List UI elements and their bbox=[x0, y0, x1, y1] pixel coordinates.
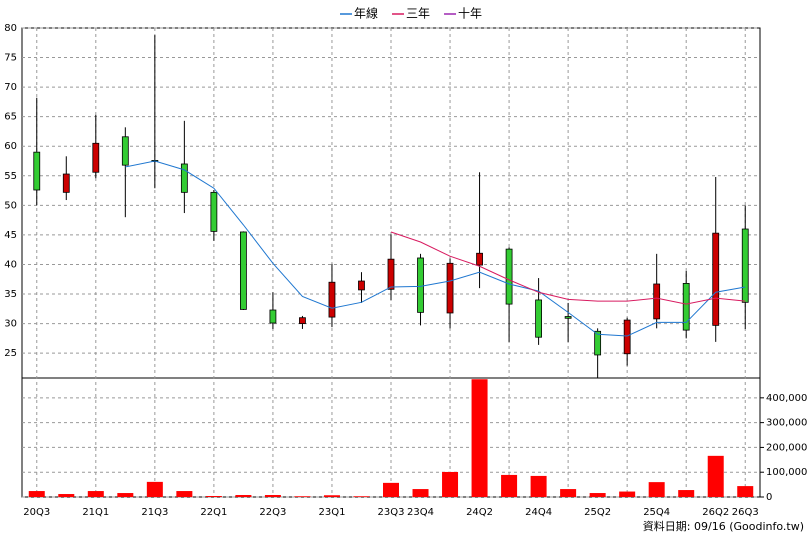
volume-bar bbox=[176, 491, 193, 497]
volume-bar bbox=[58, 494, 75, 497]
candle-body bbox=[33, 151, 41, 191]
volume-bar bbox=[294, 496, 311, 497]
candle-body bbox=[299, 317, 306, 325]
x-tick-label: 26Q3 bbox=[732, 507, 759, 518]
volume-bar bbox=[737, 486, 754, 497]
footer: 資料日期: 09/16 (Goodinfo.tw) bbox=[643, 519, 804, 533]
x-tick-label: 24Q4 bbox=[525, 507, 552, 518]
y-tick-label: 30 bbox=[4, 319, 17, 330]
x-tick-label: 23Q4 bbox=[407, 507, 434, 518]
candle-body bbox=[239, 231, 247, 310]
candle-body bbox=[121, 136, 129, 166]
x-tick-label: 20Q3 bbox=[23, 507, 50, 518]
y-tick-label: 70 bbox=[4, 82, 17, 93]
candle-body bbox=[476, 252, 483, 266]
legend-label: 十年 bbox=[458, 7, 482, 21]
candle-body bbox=[92, 142, 100, 173]
y-tick-label: 45 bbox=[4, 230, 17, 241]
y-tick-label: 35 bbox=[4, 289, 17, 300]
volume-bar bbox=[383, 482, 399, 497]
x-tick-label: 24Q2 bbox=[466, 507, 493, 518]
y-tick-label: 40 bbox=[4, 259, 17, 270]
candle-body bbox=[180, 163, 188, 193]
volume-bar bbox=[87, 491, 104, 497]
candle-body bbox=[328, 281, 336, 318]
candle-body bbox=[358, 280, 365, 291]
x-tick-label: 26Q2 bbox=[702, 507, 729, 518]
line-series bbox=[125, 160, 746, 337]
candle-body bbox=[210, 191, 218, 232]
x-tick-label: 22Q1 bbox=[200, 507, 227, 518]
y-tick-label: 55 bbox=[4, 171, 17, 182]
volume-bar bbox=[235, 495, 252, 497]
candle-body bbox=[417, 257, 424, 313]
volume-bar bbox=[648, 482, 665, 497]
legend-label: 三年 bbox=[406, 7, 430, 21]
candle-body bbox=[505, 248, 513, 305]
y-tick-label: 100,000 bbox=[766, 467, 807, 478]
candle-body bbox=[564, 316, 572, 319]
volume-bar bbox=[589, 493, 606, 497]
volume-bar bbox=[412, 489, 429, 497]
y-tick-label: 25 bbox=[4, 348, 17, 359]
candle-body bbox=[535, 299, 542, 338]
candle-body bbox=[269, 309, 277, 324]
volume-bar bbox=[117, 493, 134, 497]
candle-body bbox=[387, 258, 395, 290]
y-tick-label: 65 bbox=[4, 112, 17, 123]
volume-bar bbox=[471, 379, 488, 497]
x-tick-label: 21Q1 bbox=[82, 507, 109, 518]
x-tick-label: 21Q3 bbox=[141, 507, 168, 518]
volume-bar bbox=[205, 496, 222, 497]
line-series bbox=[390, 231, 746, 305]
legend-label: 年線 bbox=[354, 6, 378, 21]
candle-body bbox=[62, 173, 70, 193]
y-tick-label: 75 bbox=[4, 53, 17, 64]
volume-bar bbox=[707, 455, 724, 497]
candle-body bbox=[446, 262, 454, 314]
volume-bar bbox=[530, 475, 547, 497]
candle-body bbox=[594, 330, 602, 356]
x-tick-label: 23Q1 bbox=[318, 507, 345, 518]
candle-body bbox=[623, 319, 631, 355]
volume-bar bbox=[560, 489, 577, 497]
volume-bar bbox=[678, 490, 695, 497]
candle-body bbox=[741, 228, 749, 303]
y-tick-label: 300,000 bbox=[766, 418, 807, 429]
x-tick-label: 23Q3 bbox=[378, 507, 405, 518]
volume-bar bbox=[501, 474, 518, 497]
volume-bar bbox=[28, 491, 45, 497]
y-tick-label: 50 bbox=[4, 200, 17, 211]
x-tick-label: 22Q3 bbox=[259, 507, 286, 518]
y-tick-label: 400,000 bbox=[766, 393, 807, 404]
y-tick-label: 200,000 bbox=[766, 442, 807, 453]
candle-body bbox=[653, 283, 661, 320]
y-tick-label: 80 bbox=[4, 23, 17, 34]
y-tick-label: 60 bbox=[4, 141, 17, 152]
volume-bar bbox=[146, 481, 163, 497]
volume-bar bbox=[619, 491, 636, 497]
volume-bar bbox=[353, 496, 370, 497]
candle-body bbox=[712, 232, 720, 326]
x-tick-label: 25Q2 bbox=[584, 507, 611, 518]
volume-bar bbox=[264, 495, 281, 497]
volume-bar bbox=[442, 471, 459, 497]
x-tick-label: 25Q4 bbox=[643, 507, 670, 518]
volume-bar bbox=[323, 495, 340, 497]
candle-body bbox=[682, 283, 690, 331]
y-tick-label: 0 bbox=[766, 492, 772, 503]
